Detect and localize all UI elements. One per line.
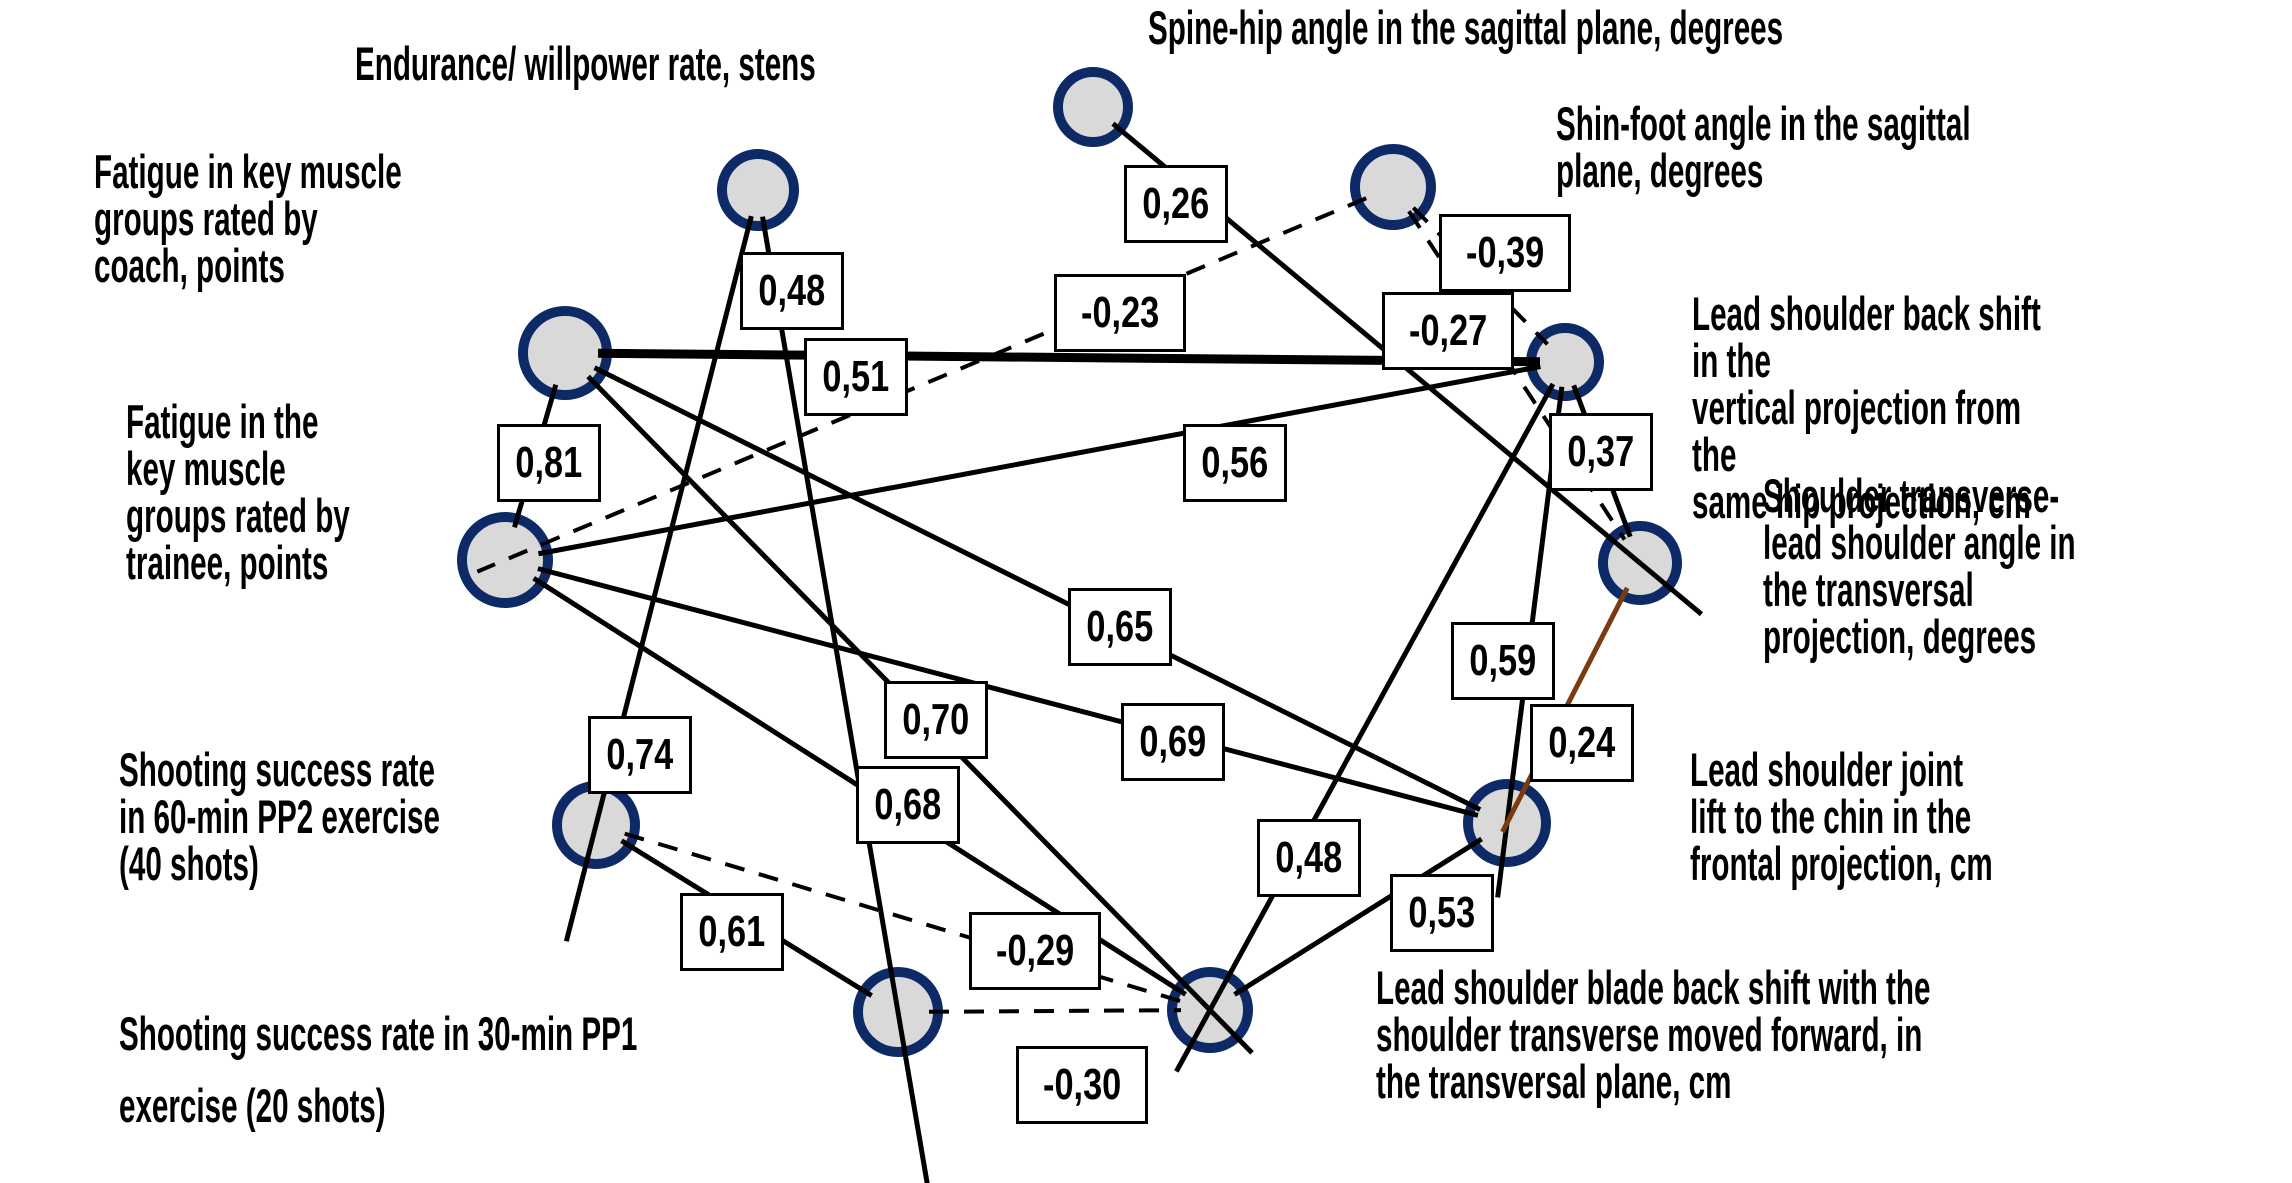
correlation-value: 0,48 [758, 266, 826, 315]
edge-endurance--shooting-pp2 [563, 215, 754, 942]
correlation-value-box-fatigue-trainee--shoulder-joint-lift: 0,69 [1121, 703, 1225, 781]
correlation-value: 0,37 [1567, 427, 1635, 476]
node-endurance [717, 149, 799, 231]
correlation-value-box-endurance--shooting-pp2: 0,74 [588, 716, 692, 794]
correlation-value: 0,74 [606, 730, 674, 779]
correlation-value: -0,29 [995, 926, 1075, 975]
label-fatigue-coach: Fatigue in key muscle groups rated by co… [94, 145, 402, 292]
correlation-value-box-shooting-pp2--shooting-pp1: 0,61 [680, 893, 784, 971]
correlation-value-box-shoulder-joint-lift--shoulder-blade-shift: 0,53 [1390, 874, 1494, 952]
label-shoulder-joint-lift: Lead shoulder joint lift to the chin in … [1690, 743, 1993, 890]
edge-shin-foot--shoulder-back-shift [1411, 206, 1549, 346]
correlation-value-box-shoulder-back-shift--shoulder-joint-lift: 0,59 [1451, 622, 1555, 700]
correlation-value: 0,61 [698, 907, 766, 956]
edge-fatigue-trainee--shoulder-joint-lift [537, 566, 1479, 818]
edge-shooting-pp2--shoulder-blade-shift [624, 831, 1183, 1004]
correlation-value: 0,24 [1548, 718, 1616, 767]
correlation-value: -0,39 [1465, 228, 1545, 277]
correlation-value: 0,51 [822, 352, 890, 401]
node-spine-hip [1053, 67, 1133, 147]
correlation-value-box-shin-foot--shoulder-back-shift: -0,39 [1439, 214, 1571, 292]
edge-shooting-pp1--shoulder-blade-shift [928, 1008, 1182, 1014]
label-shooting-pp2: Shooting success rate in 60-min PP2 exer… [119, 743, 440, 890]
correlation-value: -0,30 [1042, 1060, 1122, 1109]
label-fatigue-trainee: Fatigue in the key muscle groups rated b… [126, 395, 350, 589]
node-fatigue-trainee [457, 512, 553, 608]
correlation-value-box-shooting-pp2--shoulder-blade-shift: -0,29 [969, 912, 1101, 990]
correlation-value: 0,48 [1275, 833, 1343, 882]
label-shooting-pp1: Shooting success rate in 30-min PP1 exer… [119, 1007, 638, 1132]
edge-shoulder-joint-lift--shoulder-blade-shift [1233, 836, 1483, 997]
correlation-value-box-fatigue-trainee--shoulder-blade-shift: 0,68 [856, 766, 960, 844]
correlation-value: 0,26 [1142, 179, 1210, 228]
label-endurance: Endurance/ willpower rate, stens [355, 37, 816, 90]
correlation-value: 0,53 [1408, 888, 1476, 937]
label-shoulder-blade-shift: Lead shoulder blade back shift with the … [1376, 961, 1931, 1108]
edge-shin-foot--fatigue-trainee [476, 196, 1368, 574]
correlation-value-box-fatigue-coach--shoulder-back-shift: 0,51 [804, 338, 908, 416]
correlation-value-box-fatigue-coach--fatigue-trainee: 0,81 [497, 424, 601, 502]
label-spine-hip: Spine-hip angle in the sagittal plane, d… [1148, 1, 1784, 54]
correlation-value: 0,56 [1201, 438, 1269, 487]
correlation-value-box-fatigue-coach--shoulder-joint-lift: 0,65 [1068, 588, 1172, 666]
correlation-value-box-spine-hip--shoulder-transverse-angle: 0,26 [1124, 165, 1228, 243]
correlation-value-box-shoulder-back-shift--shoulder-transverse-angle: 0,37 [1549, 413, 1653, 491]
correlation-value: 0,69 [1139, 717, 1207, 766]
label-shin-foot: Shin-foot angle in the sagittal plane, d… [1556, 97, 1971, 197]
correlation-value-box-shin-foot--fatigue-trainee: -0,23 [1054, 274, 1186, 352]
edge-fatigue-coach--shoulder-joint-lift [593, 365, 1482, 812]
correlation-value-box-endurance--shooting-pp1: 0,48 [740, 252, 844, 330]
correlation-value-box-fatigue-coach--shoulder-blade-shift: 0,70 [884, 681, 988, 759]
label-shoulder-back-shift: Lead shoulder back shift in the vertical… [1692, 287, 2041, 528]
correlation-value: 0,70 [902, 695, 970, 744]
correlation-value-box-shoulder-transverse-angle--shoulder-joint-lift: 0,24 [1530, 704, 1634, 782]
label-shoulder-transverse-angle: Shoulder transverse- lead shoulder angle… [1763, 469, 2076, 663]
edge-shoulder-back-shift--shoulder-blade-shift [1174, 382, 1556, 1073]
correlation-value-box-fatigue-trainee--shoulder-back-shift: 0,56 [1183, 424, 1287, 502]
correlation-value: 0,68 [874, 780, 942, 829]
correlation-value-box-shooting-pp1--shoulder-blade-shift: -0,30 [1016, 1046, 1148, 1124]
edge-endurance--shooting-pp1 [760, 216, 930, 1183]
correlation-value-box-shoulder-back-shift--shoulder-blade-shift: 0,48 [1257, 819, 1361, 897]
correlation-value: 0,81 [515, 438, 583, 487]
node-shin-foot [1350, 144, 1436, 230]
correlation-value: 0,59 [1469, 636, 1537, 685]
edge-fatigue-trainee--shoulder-back-shift [537, 364, 1541, 557]
correlation-value: -0,23 [1080, 288, 1160, 337]
correlation-value: 0,65 [1086, 602, 1154, 651]
correlation-value-box-shin-foot--shoulder-transverse-angle: -0,27 [1382, 292, 1514, 370]
correlation-value: -0,27 [1408, 306, 1488, 355]
